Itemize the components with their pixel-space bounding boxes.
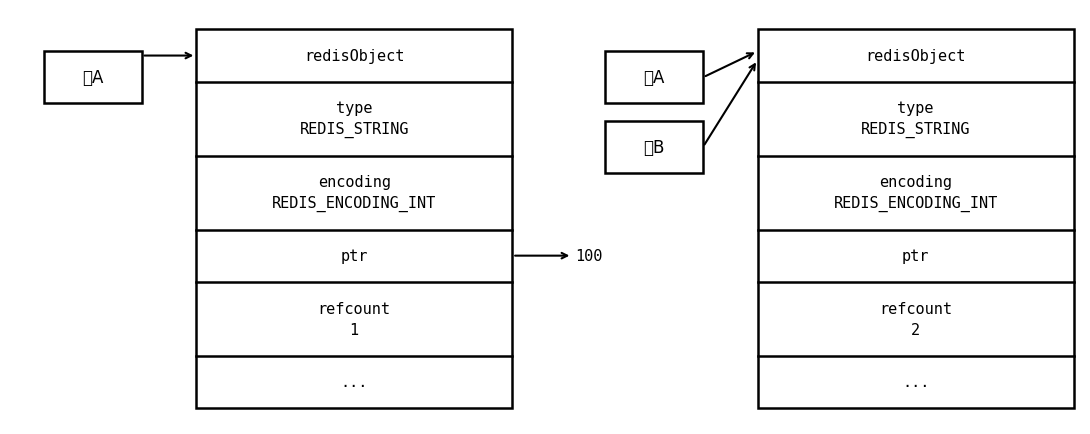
- Text: ptr: ptr: [340, 249, 368, 263]
- Text: 100: 100: [576, 249, 603, 263]
- Bar: [758, 30, 1074, 408]
- Bar: [758, 30, 1074, 408]
- Bar: [605, 52, 703, 104]
- Text: type
REDIS_STRING: type REDIS_STRING: [861, 101, 970, 138]
- Text: ...: ...: [340, 375, 368, 389]
- Text: ...: ...: [901, 375, 930, 389]
- Text: 键B: 键B: [643, 138, 665, 157]
- Bar: [196, 30, 512, 408]
- Text: encoding
REDIS_ENCODING_INT: encoding REDIS_ENCODING_INT: [834, 174, 997, 212]
- Text: 键A: 键A: [643, 69, 665, 87]
- Bar: [196, 30, 512, 408]
- Text: type
REDIS_STRING: type REDIS_STRING: [300, 101, 409, 138]
- Text: 键A: 键A: [82, 69, 104, 87]
- Text: ptr: ptr: [901, 249, 930, 263]
- Text: redisObject: redisObject: [865, 49, 966, 64]
- Text: refcount
2: refcount 2: [880, 301, 952, 337]
- Text: encoding
REDIS_ENCODING_INT: encoding REDIS_ENCODING_INT: [272, 174, 436, 212]
- Bar: [605, 122, 703, 174]
- Text: redisObject: redisObject: [304, 49, 404, 64]
- Text: refcount
1: refcount 1: [318, 301, 390, 337]
- Bar: [44, 52, 142, 104]
